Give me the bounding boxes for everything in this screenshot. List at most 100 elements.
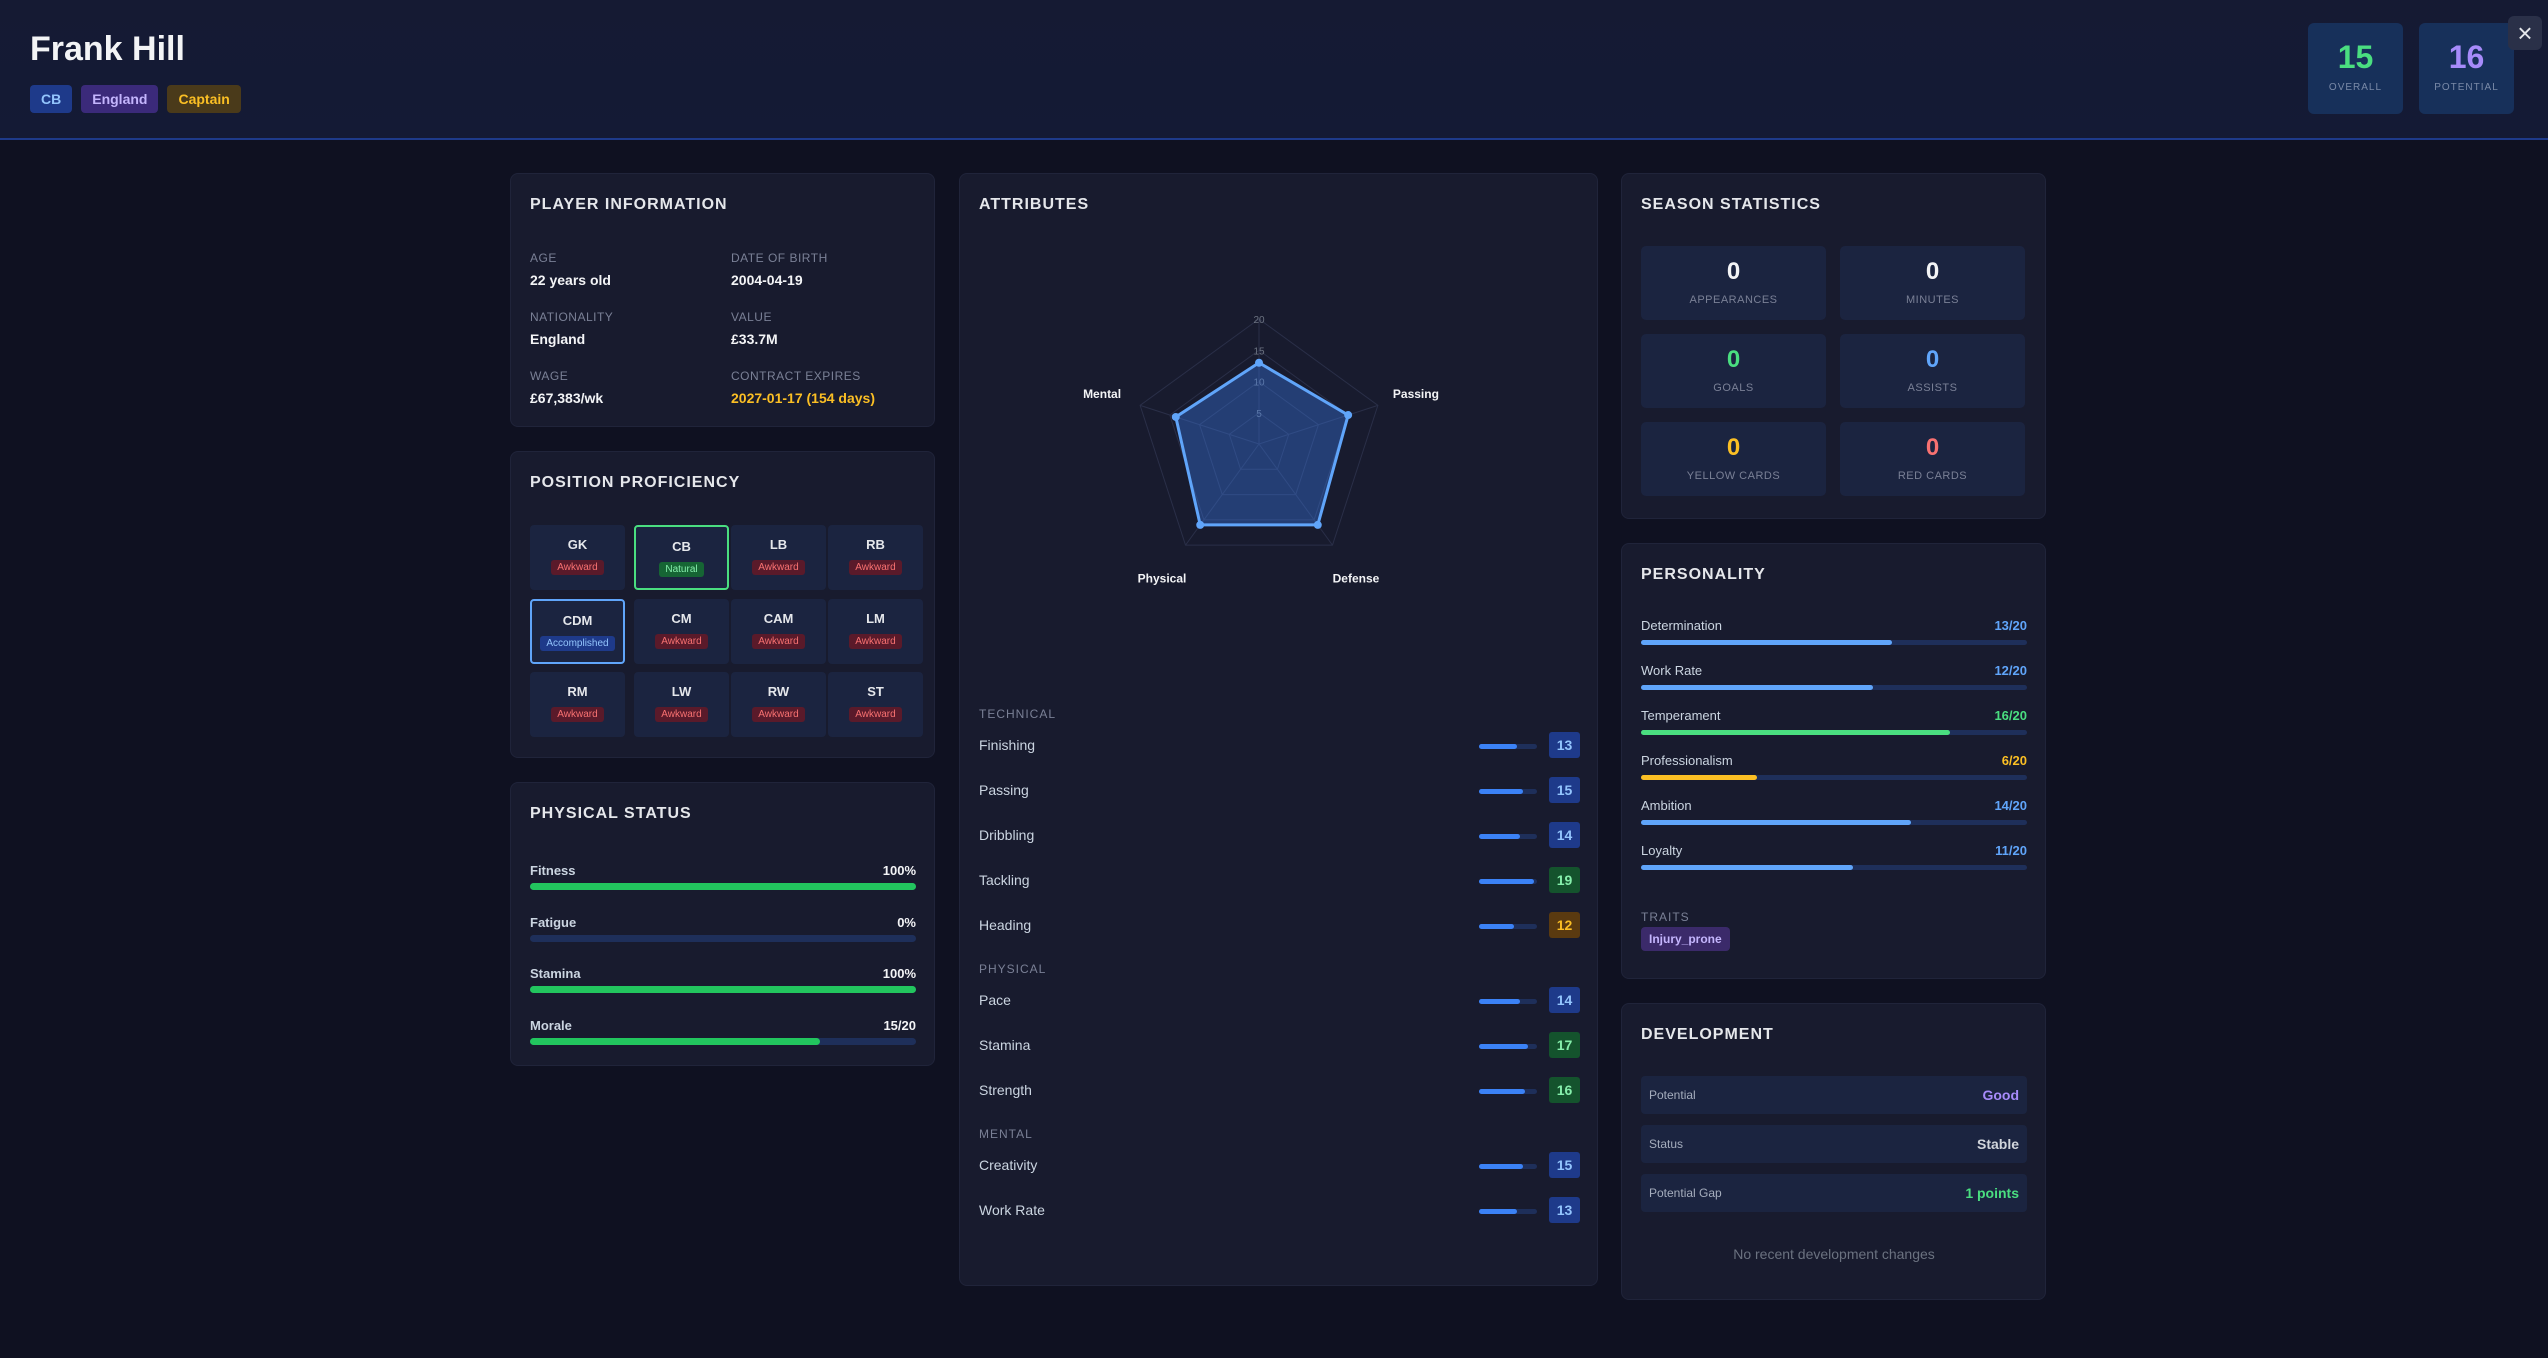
personality-bar-fill: [1641, 865, 1854, 870]
player-header: Frank Hill CB England Captain 15 OVERALL…: [0, 0, 2548, 140]
radar-tick-label: 20: [1253, 315, 1265, 326]
dob-value: 2004-04-19: [731, 272, 803, 288]
attribute-bar: [1479, 999, 1537, 1004]
position-name: ST: [867, 684, 884, 699]
overall-rating: 15 OVERALL: [2308, 23, 2403, 114]
personality-label: Work Rate: [1641, 663, 1703, 678]
position-cell-rw[interactable]: RW Awkward: [731, 672, 826, 737]
position-cell-cb[interactable]: CB Natural: [634, 525, 729, 590]
position-cell-rb[interactable]: RB Awkward: [828, 525, 923, 590]
attribute-row: Creativity 15: [979, 1152, 1580, 1182]
personality-value: 16/20: [1994, 708, 2027, 723]
radar-axis-line: [1258, 443, 1333, 546]
player-information-card: PLAYER INFORMATION AGE 22 years old DATE…: [510, 173, 935, 427]
position-name: CB: [672, 539, 691, 554]
personality-ambition-row: Ambition 14/20: [1641, 798, 2027, 826]
age-value: 22 years old: [530, 272, 611, 288]
position-name: CM: [671, 611, 692, 626]
attribute-row: Passing 15: [979, 777, 1580, 807]
attribute-row: Tackling 19: [979, 867, 1580, 897]
dob-label: DATE OF BIRTH: [731, 251, 828, 265]
personality-value: 11/20: [1995, 843, 2027, 858]
attribute-row: Work Rate 13: [979, 1197, 1580, 1227]
personality-value: 13/20: [1994, 618, 2027, 633]
season-stat-assists: 0 ASSISTS: [1840, 334, 2025, 408]
proficiency-badge: Accomplished: [540, 636, 615, 651]
physical-label: Stamina: [530, 966, 581, 981]
season-stat-label: ASSISTS: [1907, 382, 1958, 394]
attribute-label: Dribbling: [979, 827, 1035, 843]
season-stat-value: 0: [1925, 258, 1940, 285]
personality-label: Temperament: [1641, 708, 1721, 723]
attribute-value: 14: [1549, 987, 1580, 1013]
position-cell-cm[interactable]: CM Awkward: [634, 599, 729, 664]
attribute-value: 15: [1549, 777, 1580, 803]
personality-value: 14/20: [1994, 798, 2027, 813]
season-stat-yellow-cards: 0 YELLOW CARDS: [1641, 422, 1826, 496]
radar-tick-label: 10: [1253, 378, 1265, 389]
position-cell-lb[interactable]: LB Awkward: [731, 525, 826, 590]
proficiency-badge: Natural: [659, 562, 704, 577]
position-proficiency-card: POSITION PROFICIENCY GK Awkward CB Natural L…: [510, 451, 935, 758]
radar-axis-line: [1185, 443, 1260, 546]
personality-professionalism-row: Professionalism 6/20: [1641, 753, 2027, 781]
proficiency-badge: Awkward: [849, 707, 902, 722]
captain-tag: Captain: [167, 85, 241, 113]
development-value: Good: [1982, 1087, 2019, 1103]
proficiency-badge: Awkward: [655, 634, 708, 649]
physical-label: Fitness: [530, 863, 576, 878]
proficiency-badge: Awkward: [551, 707, 604, 722]
personality-label: Determination: [1641, 618, 1722, 633]
attribute-section-physical: PHYSICAL: [979, 962, 1047, 976]
physical-fitness-row: Fitness 100%: [530, 863, 916, 897]
physical-label: Morale: [530, 1018, 572, 1033]
attribute-bar-fill: [1479, 1044, 1529, 1049]
radar-data-point: [1313, 520, 1322, 529]
attribute-label: Tackling: [979, 872, 1030, 888]
traits-label: TRAITS: [1641, 910, 1690, 924]
personality-bar: [1641, 865, 2027, 870]
overall-value: 15: [2337, 39, 2374, 75]
position-cell-cam[interactable]: CAM Awkward: [731, 599, 826, 664]
attribute-bar: [1479, 879, 1537, 884]
attribute-row: Finishing 13: [979, 732, 1580, 762]
radar-grid-ring: [1228, 412, 1290, 470]
attribute-bar: [1479, 1164, 1537, 1169]
contract-label: CONTRACT EXPIRES: [731, 369, 861, 383]
personality-value: 6/20: [2001, 753, 2027, 768]
development-label: Status: [1649, 1137, 1684, 1151]
proficiency-badge: Awkward: [752, 707, 805, 722]
radar-axis-line: [1139, 404, 1260, 445]
radar-grid-ring: [1169, 349, 1349, 521]
personality-bar: [1641, 685, 2027, 690]
nationality-label: NATIONALITY: [530, 310, 614, 324]
physical-value: 0%: [897, 915, 916, 930]
attribute-value: 13: [1549, 732, 1580, 758]
position-cell-st[interactable]: ST Awkward: [828, 672, 923, 737]
attribute-value: 16: [1549, 1077, 1580, 1103]
close-icon: ×: [2517, 18, 2533, 48]
physical-value: 100%: [882, 966, 916, 981]
personality-value: 12/20: [1994, 663, 2027, 678]
attribute-value: 12: [1549, 912, 1580, 938]
development-label: Potential: [1649, 1088, 1696, 1102]
position-cell-gk[interactable]: GK Awkward: [530, 525, 625, 590]
position-cell-rm[interactable]: RM Awkward: [530, 672, 625, 737]
radar-data-point: [1171, 412, 1180, 421]
physical-bar-fill: [530, 883, 916, 890]
personality-card: PERSONALITY Determination 13/20 Work Rate 1…: [1621, 543, 2046, 979]
position-cell-lw[interactable]: LW Awkward: [634, 672, 729, 737]
season-stat-label: APPEARANCES: [1689, 294, 1778, 306]
close-button[interactable]: ×: [2508, 16, 2542, 50]
physical-bar: [530, 986, 916, 993]
position-cell-lm[interactable]: LM Awkward: [828, 599, 923, 664]
overall-label: OVERALL: [2328, 82, 2383, 93]
proficiency-badge: Awkward: [655, 707, 708, 722]
attribute-bar: [1479, 834, 1537, 839]
position-name: RB: [866, 537, 885, 552]
attribute-label: Strength: [979, 1082, 1032, 1098]
season-stat-goals: 0 GOALS: [1641, 334, 1826, 408]
player-tags: CB England Captain: [30, 85, 241, 113]
radar-axis-label: Passing: [1393, 387, 1439, 401]
position-cell-cdm[interactable]: CDM Accomplished: [530, 599, 625, 664]
